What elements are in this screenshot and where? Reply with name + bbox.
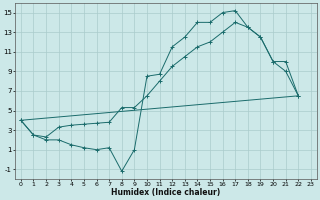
X-axis label: Humidex (Indice chaleur): Humidex (Indice chaleur) — [111, 188, 220, 197]
